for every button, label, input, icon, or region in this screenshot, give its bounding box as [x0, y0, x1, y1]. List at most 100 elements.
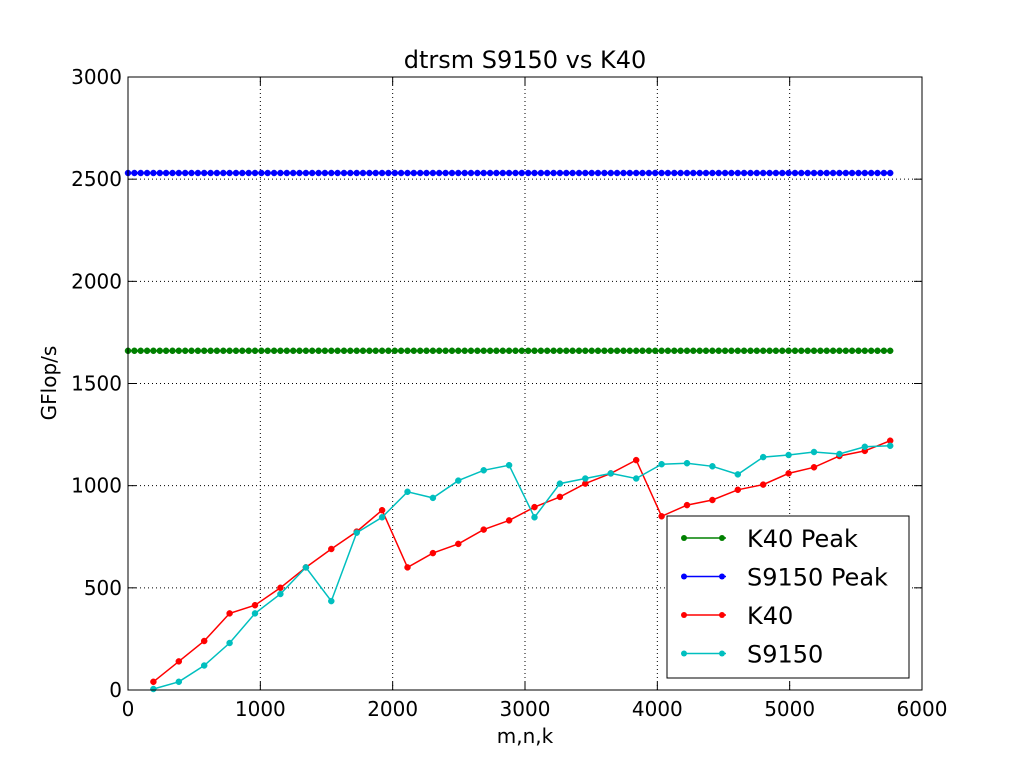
data-point [188, 169, 195, 177]
x-tick-label: 1000 [235, 697, 286, 721]
data-point [175, 169, 183, 177]
data-point [308, 169, 316, 177]
data-point [524, 347, 532, 355]
data-point [328, 169, 335, 177]
data-point [836, 169, 843, 177]
data-point [658, 460, 665, 468]
data-point [181, 347, 189, 355]
data-point [626, 347, 634, 355]
data-point [740, 347, 748, 355]
data-point [785, 470, 792, 477]
data-point [302, 347, 310, 355]
data-point [467, 169, 475, 177]
data-point [213, 347, 221, 355]
data-point [556, 347, 564, 355]
data-point [245, 347, 252, 355]
data-point [785, 347, 792, 355]
data-point [829, 169, 837, 177]
data-point [880, 347, 888, 355]
data-point [817, 169, 824, 177]
y-tick-label: 500 [84, 576, 122, 600]
data-point [512, 347, 519, 355]
data-point [658, 169, 665, 177]
data-point [709, 169, 716, 177]
data-point [340, 347, 348, 355]
data-point [385, 347, 392, 355]
data-point [200, 169, 208, 177]
data-point [131, 347, 138, 355]
data-point [505, 347, 513, 355]
data-point [505, 461, 513, 469]
legend-label: S9150 [747, 641, 823, 669]
data-point [677, 169, 684, 177]
data-point [747, 347, 754, 355]
data-point [696, 169, 703, 177]
data-point [683, 347, 691, 355]
data-point [518, 169, 526, 177]
data-point [188, 347, 195, 355]
data-point [175, 347, 183, 355]
data-point [607, 470, 615, 477]
data-point [486, 347, 494, 355]
data-point [836, 450, 843, 458]
data-point [626, 169, 634, 177]
data-point [658, 513, 665, 520]
data-point [359, 169, 367, 177]
data-point [575, 347, 583, 355]
data-point [804, 169, 811, 177]
data-point [315, 347, 322, 355]
data-point [677, 347, 684, 355]
data-point [220, 169, 227, 177]
data-point [886, 442, 894, 450]
data-point [721, 347, 729, 355]
data-point [556, 480, 564, 487]
data-point [353, 169, 360, 177]
data-point [696, 347, 703, 355]
data-point [861, 443, 869, 451]
data-point [639, 347, 646, 355]
legend-marker [719, 535, 725, 541]
series-k40 [150, 437, 894, 686]
data-point [810, 464, 818, 471]
legend-frame [666, 515, 910, 679]
data-point [226, 610, 233, 617]
data-point [632, 347, 640, 355]
data-point [569, 169, 576, 177]
data-point [531, 514, 538, 521]
data-point [766, 169, 773, 177]
data-point [556, 169, 564, 177]
data-point [340, 169, 348, 177]
data-point [766, 347, 773, 355]
data-point [791, 169, 799, 177]
data-point [563, 347, 570, 355]
legend-entries: K40 Peak S9150 Peak K40 S9150 [681, 525, 888, 669]
data-point [270, 169, 278, 177]
data-point [239, 347, 246, 355]
data-point [594, 347, 602, 355]
data-point [569, 347, 576, 355]
data-point [550, 169, 557, 177]
data-point [423, 169, 430, 177]
legend-entry-k40-peak: K40 Peak [681, 525, 858, 553]
data-point [620, 347, 627, 355]
data-point [366, 347, 373, 355]
data-point [740, 169, 748, 177]
data-point [366, 169, 373, 177]
data-point [804, 347, 811, 355]
data-point [683, 501, 691, 509]
data-point [632, 456, 640, 464]
data-point [251, 601, 259, 609]
data-point [759, 481, 767, 488]
data-point [537, 347, 545, 355]
data-point [258, 347, 265, 355]
data-point [378, 169, 386, 177]
legend-marker [719, 573, 725, 580]
data-point [563, 169, 570, 177]
legend-marker [719, 612, 725, 618]
data-point [213, 169, 221, 177]
data-point [372, 347, 379, 355]
data-point [175, 678, 183, 686]
data-point [607, 169, 615, 177]
legend-entry-s9150-peak: S9150 Peak [681, 564, 888, 592]
data-point [690, 169, 697, 177]
